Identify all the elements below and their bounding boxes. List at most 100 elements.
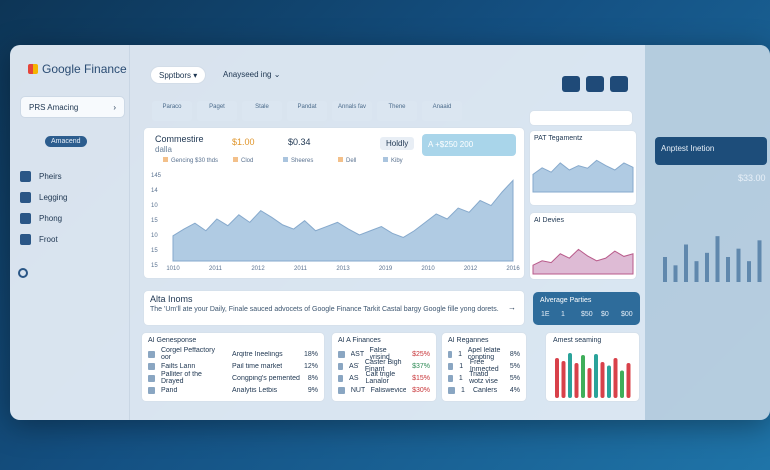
row-cell: Apel lelate conpting <box>467 347 501 361</box>
banner-title: Alta Inoms <box>150 294 193 304</box>
dropdown[interactable]: Spptbors ▾ <box>150 66 207 84</box>
row-cell: 9% <box>307 386 318 394</box>
dropdown-text: Spptbors <box>159 71 192 80</box>
right-bar-chart <box>663 236 762 282</box>
hold-button[interactable]: Holdly <box>380 137 415 150</box>
badge[interactable]: Amacend <box>45 136 87 147</box>
row-cell: Corgel Peffactory oor <box>161 347 215 361</box>
list-row[interactable]: Corgel Peffactory oor Arqitre Ineelings 18… <box>148 347 318 361</box>
row-icon <box>338 350 345 358</box>
bar <box>600 362 605 398</box>
nav-item[interactable]: Froot <box>20 234 58 245</box>
list-row[interactable]: AST Caster Bigh Finant $37% <box>338 359 430 373</box>
x-axis-label: 2010 <box>421 266 435 272</box>
list-row[interactable]: 1 Free Inmected 5% <box>448 359 520 373</box>
nav-item[interactable]: Pheirs <box>20 171 62 182</box>
settings-icon[interactable] <box>18 268 28 278</box>
row-cell: $25% <box>412 350 431 358</box>
list-row[interactable]: NUT Faliswevice $30% <box>338 384 430 396</box>
list-row[interactable]: 1 Triatid wotz vise 5% <box>448 371 520 385</box>
bar <box>715 236 720 282</box>
legend-label: Clod <box>241 158 253 164</box>
search-button[interactable] <box>562 76 580 92</box>
legend-swatch <box>233 157 238 162</box>
row-cell: 1 <box>461 386 465 394</box>
amount: $33.00 <box>738 173 766 183</box>
y-axis-label: 15 <box>151 263 158 269</box>
list-row[interactable]: Palliter of the Drayed Congping's pemente… <box>148 371 318 385</box>
menu-button[interactable] <box>586 76 604 92</box>
row-cell: 5% <box>509 362 520 370</box>
bar <box>568 353 572 398</box>
filter-chip[interactable]: Paraco <box>152 101 192 121</box>
filter-chip[interactable]: Paget <box>197 101 237 121</box>
row-cell: 1 <box>459 362 464 370</box>
row-cell: False yrisind <box>369 347 390 361</box>
list-row[interactable]: 1 Apel lelate conpting 8% <box>448 347 520 361</box>
bar <box>574 363 579 398</box>
price: $0.34 <box>288 137 311 147</box>
row-cell: Analytis Letbis <box>232 386 278 394</box>
sidebar <box>10 45 130 420</box>
x-axis-label: 2016 <box>506 266 520 272</box>
row-cell: Faliswevice <box>370 386 407 394</box>
filter-chip[interactable]: Thene <box>377 101 417 121</box>
filter-chip[interactable]: Annals fav <box>332 101 372 121</box>
row-cell: 1 <box>458 374 463 382</box>
row-icon <box>448 374 453 382</box>
bar <box>705 252 709 282</box>
bar <box>626 363 631 398</box>
y-axis-label: 145 <box>151 173 162 179</box>
row-cell: Congping's pemented <box>232 374 300 382</box>
row-cell: 5% <box>509 374 520 382</box>
row-icon <box>338 362 343 370</box>
chart-title: Commestire <box>155 134 204 144</box>
row-cell: Failts Lann <box>161 362 196 370</box>
row-cell: Free Inmected <box>469 359 499 373</box>
legend-label: Sheeres <box>291 158 313 164</box>
nav-label: Phong <box>39 214 63 223</box>
side-area <box>532 159 634 193</box>
row-cell: 12% <box>303 362 318 370</box>
list-card: AI Genesponse Corgel Peffactory oor Arqitr… <box>141 332 325 402</box>
row-icon <box>448 350 453 358</box>
search-field[interactable] <box>529 110 633 126</box>
nav-item[interactable]: Legging <box>20 192 67 203</box>
row-icon <box>148 362 155 370</box>
dropdown[interactable]: Anayseed ing ⌄ <box>223 70 281 79</box>
x-axis-label: 2011 <box>209 266 223 272</box>
search-box[interactable]: PRS Amacing › <box>20 96 125 118</box>
list-row[interactable]: AS Calt trigle Lanalor $15% <box>338 371 430 385</box>
average-item: $0 <box>601 311 609 318</box>
arrow[interactable]: → <box>508 303 516 312</box>
banner <box>143 290 525 326</box>
nav-item[interactable]: Phong <box>20 213 62 224</box>
average-title: Alverage Parties <box>540 297 592 304</box>
filter-chip[interactable]: Pandat <box>287 101 327 121</box>
row-cell: $30% <box>412 386 430 394</box>
list-row[interactable]: Pand Analytis Letbis 9% <box>148 384 318 396</box>
highlight: A +$250 200 <box>422 134 516 156</box>
promo-card <box>655 137 767 165</box>
legend-swatch <box>283 157 288 162</box>
row-cell: Arqitre Ineelings <box>232 350 283 358</box>
filter-chip[interactable]: Stale <box>242 101 282 121</box>
row-icon <box>148 374 155 382</box>
row-cell: Pand <box>161 386 178 394</box>
filter-chip[interactable]: Anaaid <box>422 101 462 121</box>
x-axis-label: 2019 <box>379 266 393 272</box>
row-cell: NUT <box>350 386 365 394</box>
y-axis-label: 14 <box>151 188 158 194</box>
bar <box>607 365 611 398</box>
dropdown-text: Anayseed ing <box>223 70 272 79</box>
card-title: AI Genesponse <box>148 337 197 344</box>
list-row[interactable]: AST False yrisind $25% <box>338 347 431 361</box>
nav-icon <box>20 213 31 224</box>
list-row[interactable]: 1 Canlers 4% <box>448 384 520 396</box>
row-cell: Canlers <box>473 386 498 394</box>
chart-subtitle: dalla <box>155 145 172 154</box>
right-panel <box>645 45 770 420</box>
list-row[interactable]: Failts Lann Pail time market 12% <box>148 360 318 372</box>
row-cell: AST <box>350 350 364 358</box>
search-button[interactable] <box>610 76 628 92</box>
